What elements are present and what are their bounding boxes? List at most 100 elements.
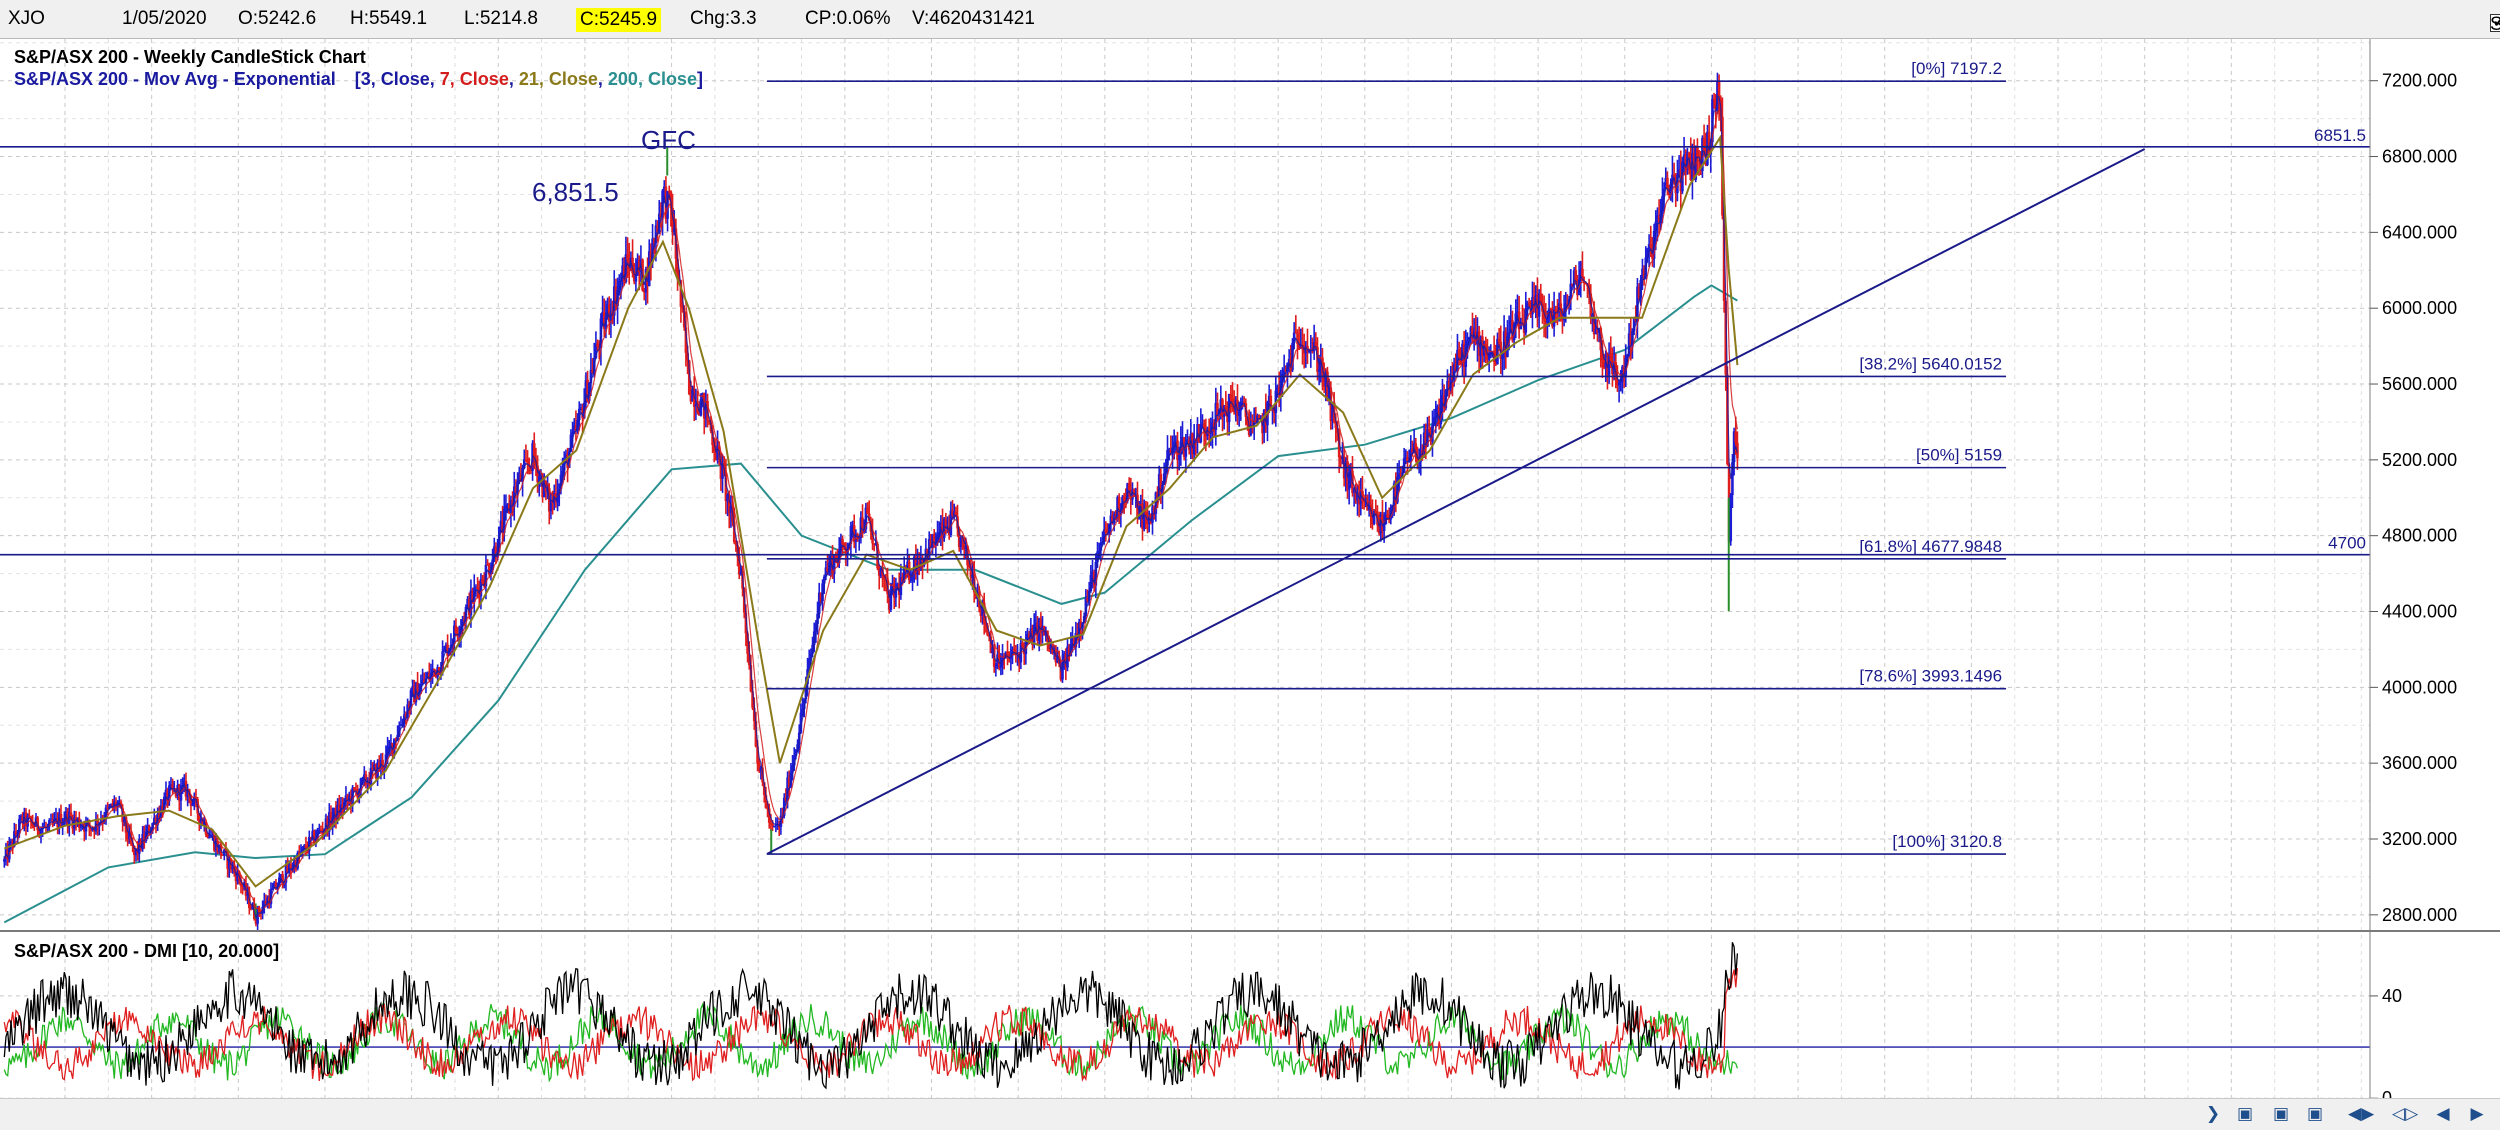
candle-body (1406, 457, 1409, 462)
candle-body (1039, 618, 1043, 633)
candle-body (1027, 634, 1031, 638)
candle-body (33, 825, 36, 827)
candle-body (626, 254, 629, 261)
candle-body (1362, 501, 1366, 503)
fib-level-label: [0%] 7197.2 (1911, 59, 2002, 78)
candle-body (1174, 440, 1178, 442)
quote-symbol: XJO (8, 8, 45, 29)
candle-body (289, 864, 293, 871)
candle-body (831, 555, 834, 574)
candle-body (39, 828, 43, 836)
candle-body (727, 494, 731, 514)
candle-body (466, 598, 469, 608)
candle-body (1549, 308, 1553, 310)
candle-body (609, 311, 613, 322)
candle-body (1314, 341, 1318, 347)
previous-icon[interactable]: ◀ (2436, 1104, 2450, 1123)
candle-body (1317, 369, 1321, 372)
candle-body (1532, 297, 1536, 308)
horizontal-scrollbar[interactable]: ❯ ▣ ▣ ▣ ◀▶ ◁▷ ◀ ▶ (0, 1098, 2500, 1130)
checkbox-check-icon[interactable]: ✔ (2490, 14, 2500, 32)
candle-body (471, 590, 474, 602)
candle-body (387, 745, 391, 747)
candle-body (1257, 415, 1261, 419)
zoom-icon[interactable]: ▣ (2236, 1104, 2254, 1123)
candle-body (1144, 512, 1148, 517)
candle-body (1277, 386, 1281, 396)
candle-body (572, 425, 576, 433)
price-levels: 6851.5 4700 (0, 126, 2370, 855)
candle-body (667, 190, 671, 192)
candle-body (1571, 283, 1574, 286)
candle-body (1079, 621, 1083, 628)
candle-body (447, 648, 451, 656)
candle-body (1371, 514, 1374, 524)
candle-body (554, 493, 558, 503)
candle-body (386, 746, 389, 755)
chart-grid (0, 39, 2370, 1098)
candle-body (326, 818, 329, 832)
quote-change: Chg:3.3 (690, 8, 757, 29)
candle-body (914, 556, 918, 575)
candle-body (787, 777, 791, 788)
candle-body (752, 707, 756, 722)
candle-body (812, 631, 816, 645)
candle-body (957, 528, 961, 548)
candle-body (814, 623, 818, 632)
candle-body (1696, 146, 1699, 157)
quote-close: C:5245.9 (576, 8, 662, 32)
gfc-annotation: GFC (641, 125, 696, 155)
candle-body (301, 847, 304, 853)
candle-body (1416, 456, 1419, 464)
candle-body (3, 859, 6, 862)
candle-body (924, 548, 928, 558)
candle-body (1056, 656, 1059, 663)
candle-body (114, 801, 118, 807)
scroll-right-icon[interactable]: ❯ (2205, 1104, 2221, 1123)
candle-body (467, 598, 471, 616)
horizontal-level-label: 4700 (2328, 534, 2366, 553)
candle-body (1181, 437, 1184, 442)
zoom-icon[interactable]: ▣ (2272, 1104, 2290, 1123)
candle-body (571, 432, 574, 435)
candle-body (1026, 634, 1029, 640)
candle-body (721, 463, 724, 479)
candle-body (734, 542, 738, 546)
candle-body (1441, 395, 1444, 405)
candle-body (606, 304, 609, 317)
candle-body (984, 623, 988, 626)
candle-body (704, 400, 708, 419)
candle-body (9, 840, 13, 845)
candle-body (399, 724, 403, 726)
candle-body (431, 668, 434, 673)
candle-body (1072, 638, 1076, 648)
candle-body (999, 665, 1003, 668)
candle-body (622, 265, 626, 282)
candle-body (989, 636, 993, 654)
candle-body (687, 360, 691, 395)
candle-body (1172, 441, 1176, 448)
candle-body (319, 829, 323, 832)
candle-body (1404, 457, 1408, 459)
candle-body (1399, 472, 1403, 475)
scroll-start-icon[interactable]: ◁▷ (2392, 1104, 2419, 1123)
candle-body (644, 269, 648, 293)
candle-body (417, 691, 421, 700)
candle-body (1086, 597, 1089, 601)
candle-body (804, 684, 808, 700)
candle-body (691, 388, 694, 402)
candle-body (1104, 529, 1108, 533)
candle-body (826, 567, 829, 572)
candle-body (1237, 410, 1241, 416)
candle-body (971, 574, 974, 578)
scroll-left-double-icon[interactable]: ◀▶ (2348, 1104, 2375, 1123)
next-icon[interactable]: ▶ (2470, 1104, 2484, 1123)
zoom-icon[interactable]: ▣ (2306, 1104, 2324, 1123)
candle-body (461, 619, 464, 627)
y-tick-label: 5600.000 (2382, 374, 2457, 394)
ma-legend: S&P/ASX 200 - Mov Avg - Exponential [3, … (14, 69, 703, 89)
ma-legend-param: [ (355, 69, 361, 89)
candle-body (262, 900, 266, 907)
candle-body (841, 538, 844, 544)
